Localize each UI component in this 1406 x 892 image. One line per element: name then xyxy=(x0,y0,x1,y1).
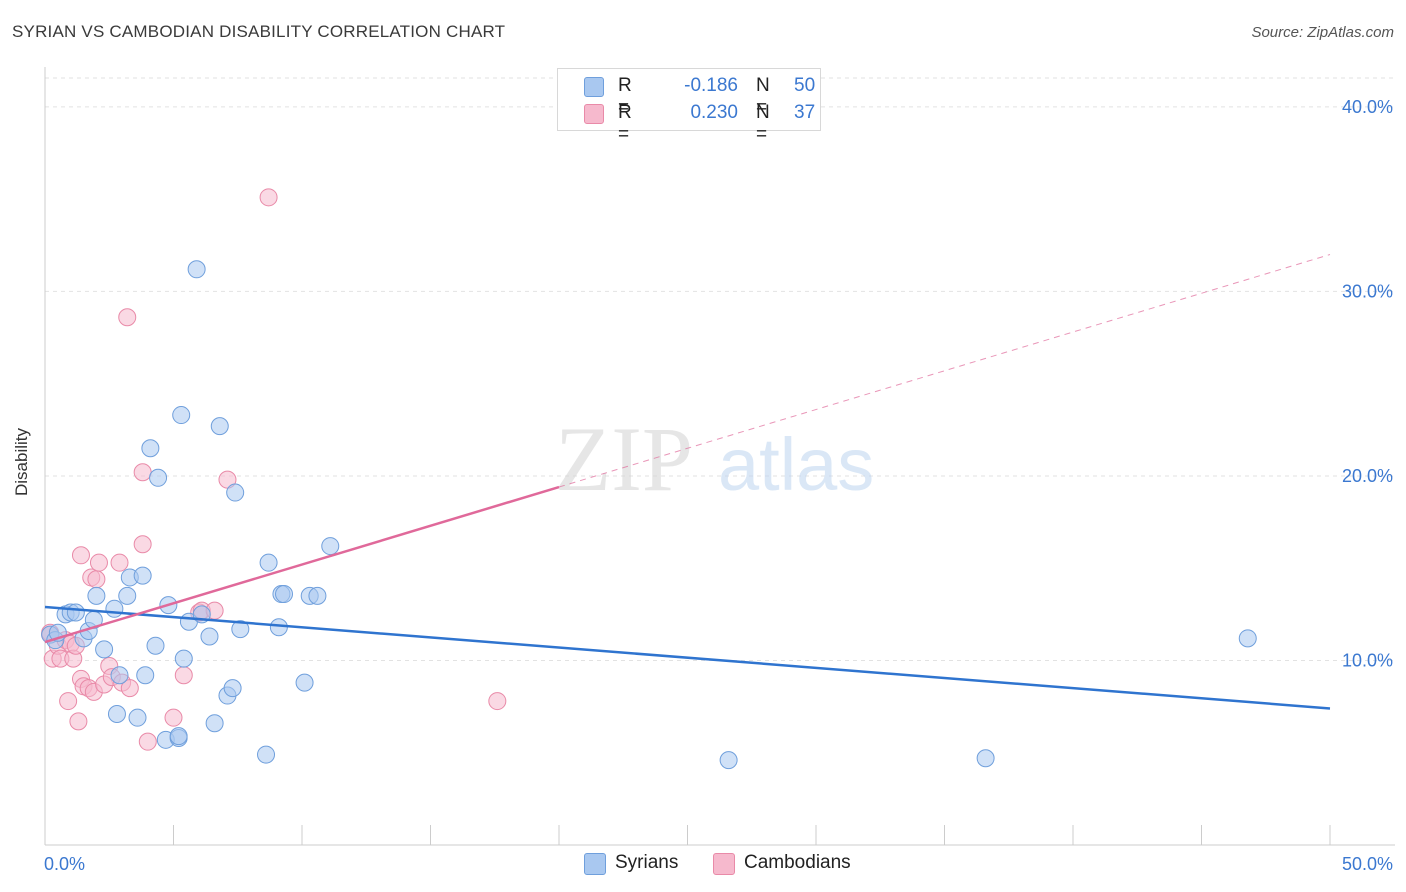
legend-r-value: -0.186 xyxy=(684,75,738,96)
source-label: Source: ZipAtlas.com xyxy=(1251,24,1394,41)
syrian-point xyxy=(87,586,106,605)
syrian-point xyxy=(118,586,137,605)
cambodian-point xyxy=(259,188,278,207)
syrian-point xyxy=(226,483,245,502)
cambodian-point xyxy=(89,553,108,572)
cambodian-point xyxy=(488,692,507,711)
cambodian-point xyxy=(69,712,88,731)
syrian-point xyxy=(205,714,224,733)
legend-r-label: R = xyxy=(618,102,632,145)
syrian-point xyxy=(107,704,126,723)
syrian-point xyxy=(128,708,147,727)
legend-r-value: 0.230 xyxy=(690,102,738,123)
syrians-trend-line xyxy=(44,605,1331,710)
y-tick-label: 30.0% xyxy=(1342,281,1393,301)
watermark-atlas: atlas xyxy=(718,423,874,506)
syrian-point xyxy=(210,417,229,436)
chart-title: SYRIAN VS CAMBODIAN DISABILITY CORRELATI… xyxy=(12,22,506,41)
x-tick-label-max: 50.0% xyxy=(1342,854,1393,874)
cambodians-legend-label: Cambodians xyxy=(744,852,851,873)
syrian-point xyxy=(174,649,193,668)
cambodian-point xyxy=(118,308,137,327)
cambodian-point xyxy=(110,553,129,572)
syrian-point xyxy=(976,749,995,768)
syrian-point xyxy=(295,673,314,692)
syrian-point xyxy=(321,537,340,556)
cambodians-swatch xyxy=(584,104,604,124)
cambodians-trend-extension xyxy=(558,254,1331,488)
legend-r-label: R = xyxy=(618,75,632,118)
cambodian-point xyxy=(71,546,90,565)
syrians-legend-label: Syrians xyxy=(615,852,679,873)
syrian-point xyxy=(136,666,155,685)
y-axis-label: Disability xyxy=(12,427,31,496)
syrian-point xyxy=(110,666,129,685)
syrian-point xyxy=(149,468,168,487)
y-tick-label: 20.0% xyxy=(1342,466,1393,486)
syrian-point xyxy=(146,636,165,655)
y-tick-label: 10.0% xyxy=(1342,650,1393,670)
syrian-point xyxy=(169,727,188,746)
cambodian-point xyxy=(133,535,152,554)
syrian-point xyxy=(275,585,294,604)
syrians-swatch xyxy=(584,77,604,97)
syrian-point xyxy=(95,640,114,659)
cambodian-point xyxy=(87,570,106,589)
syrian-point xyxy=(187,260,206,279)
watermark-zip: ZIP xyxy=(555,408,693,510)
syrian-point xyxy=(200,627,219,646)
cambodian-point xyxy=(138,732,157,751)
syrian-point xyxy=(66,603,85,622)
cambodian-point xyxy=(120,679,139,698)
syrian-point xyxy=(259,553,278,572)
x-tick-label-min: 0.0% xyxy=(44,854,85,874)
cambodian-point xyxy=(59,692,78,711)
cambodians-trend-line xyxy=(44,485,560,644)
syrian-point xyxy=(257,745,276,764)
legend-n-value: 37 xyxy=(794,102,816,123)
syrian-point xyxy=(172,406,191,425)
syrian-point xyxy=(231,620,250,639)
cambodian-point xyxy=(174,666,193,685)
syrian-point xyxy=(105,599,124,618)
syrians-legend-swatch xyxy=(584,853,606,875)
cambodians-legend-swatch xyxy=(713,853,735,875)
syrian-point xyxy=(223,679,242,698)
cambodian-point xyxy=(133,463,152,482)
syrian-point xyxy=(141,439,160,458)
cambodian-point xyxy=(164,708,183,727)
syrian-point xyxy=(269,618,288,637)
legend-n-label: N = xyxy=(756,102,770,145)
correlation-legend: R = -0.186 N = 50 R = 0.230 N = 37 xyxy=(557,68,821,145)
syrian-point xyxy=(133,566,152,585)
syrian-point xyxy=(1238,629,1257,648)
legend-n-label: N = xyxy=(756,75,770,118)
legend-n-value: 50 xyxy=(794,75,816,96)
syrian-point xyxy=(719,751,738,770)
y-tick-label: 40.0% xyxy=(1342,97,1393,117)
syrian-point xyxy=(308,586,327,605)
